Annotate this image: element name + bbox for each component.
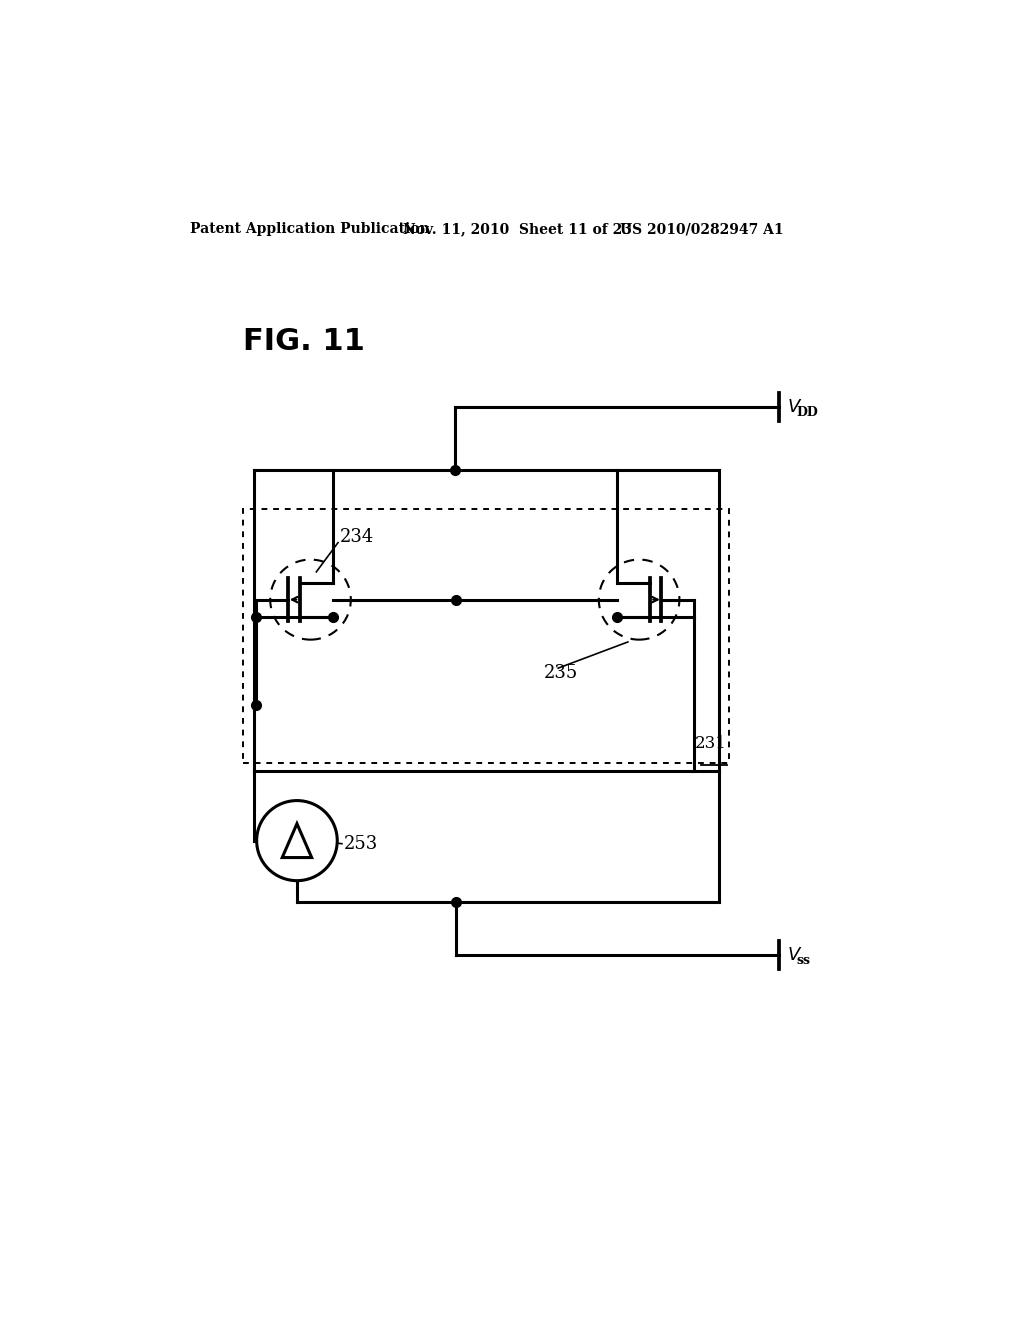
Text: 231: 231 xyxy=(695,735,727,752)
Text: Patent Application Publication: Patent Application Publication xyxy=(190,222,430,236)
Text: 235: 235 xyxy=(544,664,579,681)
Text: 253: 253 xyxy=(343,834,378,853)
Text: Nov. 11, 2010  Sheet 11 of 23: Nov. 11, 2010 Sheet 11 of 23 xyxy=(403,222,632,236)
Circle shape xyxy=(257,800,337,880)
Text: $V$: $V$ xyxy=(786,946,802,965)
Bar xyxy=(243,508,729,763)
Text: FIG. 11: FIG. 11 xyxy=(243,327,365,356)
Text: DD: DD xyxy=(797,407,818,418)
Text: $V$: $V$ xyxy=(786,399,802,416)
Text: ss: ss xyxy=(797,954,811,968)
Text: 234: 234 xyxy=(340,528,374,546)
Text: US 2010/0282947 A1: US 2010/0282947 A1 xyxy=(621,222,783,236)
